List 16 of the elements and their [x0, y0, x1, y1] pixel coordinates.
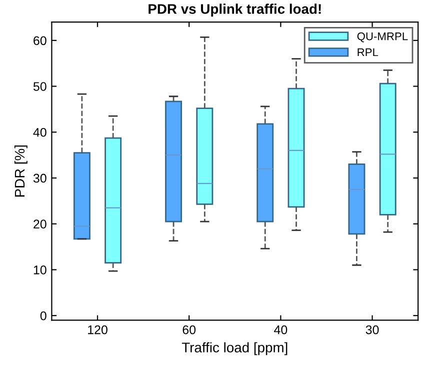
x-tick-label: 60	[182, 325, 196, 334]
x-tick-label: 40	[274, 325, 288, 334]
y-tick-label: 10	[34, 266, 46, 274]
legend-label: RPL	[358, 48, 378, 56]
y-tick-label: 20	[34, 220, 46, 229]
y-axis-title: PDR [%]	[14, 145, 28, 197]
y-tick-label: 30	[33, 174, 46, 183]
y-tick-label: 50	[33, 82, 46, 91]
y-tick-label: 0	[40, 311, 46, 320]
x-tick-label: 30	[366, 325, 379, 334]
y-tick-label: 60	[34, 36, 46, 46]
chart-title: PDR vs Uplink traffic load!	[148, 4, 321, 17]
y-tick-label: 40	[33, 128, 46, 137]
legend-label: QU-MRPL	[357, 32, 408, 42]
x-tick-label: 120	[88, 325, 108, 334]
x-axis-title: Traffic load [ppm]	[182, 342, 288, 356]
